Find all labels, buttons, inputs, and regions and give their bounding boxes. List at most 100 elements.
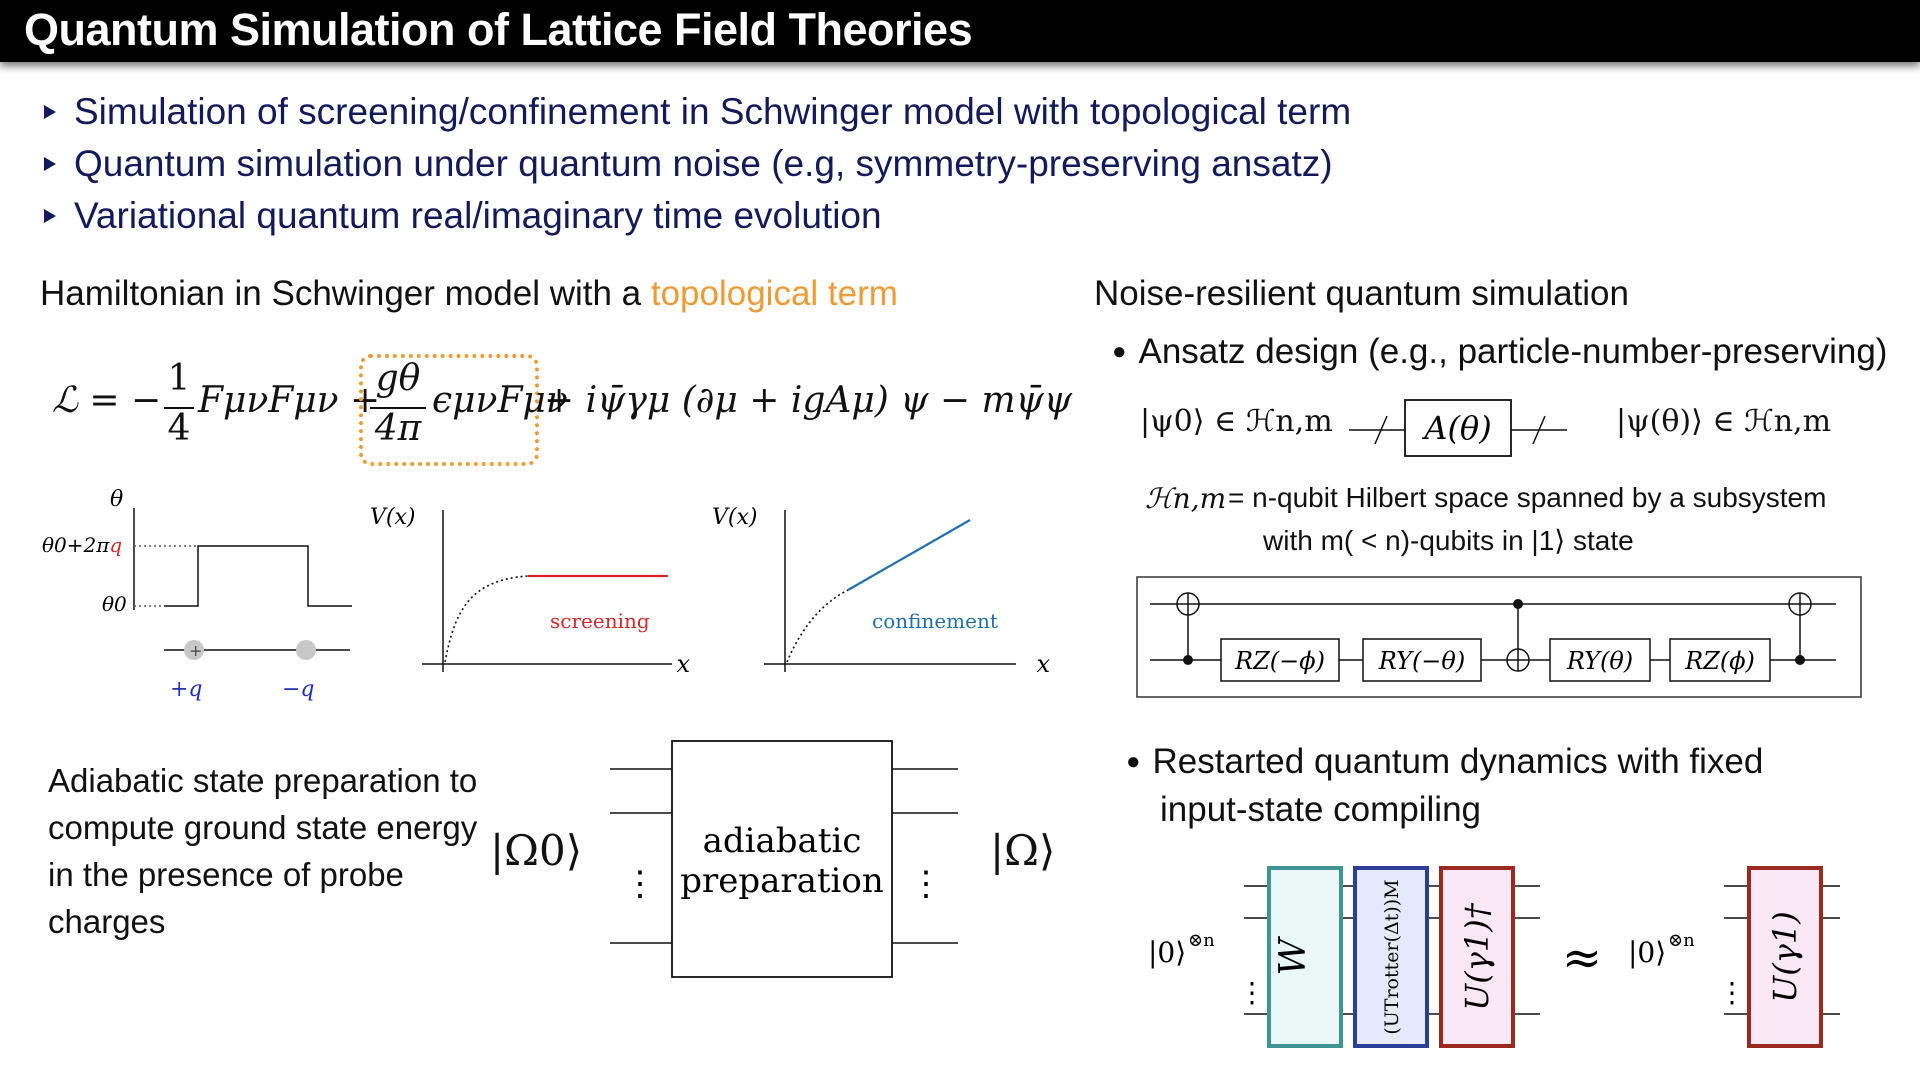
zero-state-ket: |0⟩ (1628, 936, 1666, 969)
title-bar: Quantum Simulation of Lattice Field Theo… (0, 0, 1920, 62)
screening-x-label: x (676, 650, 690, 678)
screening-label: screening (550, 609, 650, 633)
theta-tick-low: θ0 (102, 592, 127, 616)
left-heading: Hamiltonian in Schwinger model with a to… (40, 274, 898, 314)
plus-charge-icon (184, 640, 204, 660)
ansatz-gate-box (1404, 399, 1512, 457)
bullet-text: Variational quantum real/imaginary time … (74, 195, 882, 236)
theta-step-plot: θ θ0+2πq θ0 + +q −q (42, 487, 352, 702)
bullet-text: Simulation of screening/confinement in S… (74, 91, 1352, 132)
gate-u-dagger-box (1439, 866, 1515, 1048)
zero-state-ket: |0⟩ (1148, 936, 1186, 969)
left-heading-prefix: Hamiltonian in Schwinger model with a (40, 274, 651, 313)
confinement-linear-line (847, 519, 971, 591)
tensor-power: ⊗n (1188, 930, 1215, 951)
screening-y-label: V(x) (370, 505, 415, 530)
top-bullet-list: Simulation of screening/confinement in S… (44, 86, 1351, 242)
triangle-bullet-icon (44, 157, 56, 172)
gate-trotter-box (1353, 866, 1429, 1048)
gate-trotter-label: (UTrotter(Δt))M (1381, 879, 1403, 1034)
tensor-power: ⊗n (1668, 930, 1695, 951)
vertical-dots-icon: ⋮ (623, 864, 657, 904)
lagrangian-term2: ϵμνFμν (432, 380, 568, 421)
adiabatic-circuit: adiabatic preparation ⋮ ⋮ (610, 740, 958, 978)
gate-rz-minus-phi: RZ(−ϕ) (1234, 647, 1325, 675)
right-bullet-2-line1: Restarted quantum dynamics with fixed (1152, 742, 1764, 781)
confinement-label: confinement (872, 609, 998, 633)
triangle-bullet-icon (44, 209, 56, 224)
gate-u-box (1747, 866, 1823, 1048)
lagrangian-lhs: ℒ = − (52, 380, 162, 421)
confinement-y-label: V(x) (712, 505, 757, 530)
minus-q-label: −q (282, 677, 315, 702)
right-heading: Noise-resilient quantum simulation (1094, 274, 1629, 313)
vertical-dots-icon: ⋮ (1238, 976, 1266, 1009)
ansatz-output: |ψ(θ)⟩ ∈ ℋn,m (1616, 404, 1832, 439)
approx-symbol: ≈ (1562, 930, 1602, 986)
frac1-bar (164, 407, 194, 409)
lagrangian-equation: ℒ = − 1 4 FμνFμν + gθ 4π ϵμνFμν + iψ̄γμ … (52, 350, 1072, 470)
gate-box (1362, 638, 1482, 682)
frac1-numerator: 1 (167, 358, 191, 399)
bus-slash-icon (1374, 415, 1388, 445)
minus-charge-icon (296, 640, 316, 660)
output-state-omega: |Ω⟩ (990, 826, 1056, 875)
vertical-dots-icon: ⋮ (909, 864, 943, 904)
gate-box (1220, 638, 1340, 682)
gate-w-box (1267, 866, 1343, 1048)
plus-charge-sign: + (189, 641, 202, 660)
adiabatic-box-line1: adiabatic (703, 821, 862, 861)
bullet-item: Variational quantum real/imaginary time … (44, 190, 1351, 242)
theta-tick-high: θ0+2πq (42, 533, 122, 557)
bus-slash-icon (1532, 415, 1546, 445)
right-bullet-2-cont: input-state compiling (1160, 790, 1481, 829)
screening-dotted-curve (444, 575, 529, 663)
gate-rz-phi: RZ(ϕ) (1684, 647, 1755, 675)
right-bullet-1-text: Ansatz design (e.g., particle-number-pre… (1138, 332, 1888, 371)
confinement-plot: V(x) confinement x (712, 505, 1050, 678)
gate-ry-minus-theta: RY(−θ) (1378, 647, 1465, 675)
particle-preserving-circuit: RZ(−ϕ) RY(−θ) RY(θ) RZ(ϕ) (1136, 576, 1862, 698)
restarted-dynamics-circuit: |0⟩ ⊗n ⋮ W (UTrotter(Δt))M U(γ1)† ≈ |0⟩ … (1148, 866, 1840, 1048)
dot-bullet-icon: ● (1112, 338, 1127, 365)
frac1-denominator: 4 (167, 408, 191, 449)
plus-q-label: +q (170, 677, 203, 702)
cnot-control-dot-icon (1795, 655, 1805, 665)
confinement-dotted-curve (786, 589, 849, 663)
frac2-denominator: 4π (374, 408, 422, 449)
gate-box (1669, 638, 1771, 682)
triangle-bullet-icon (44, 105, 56, 120)
frac2-bar (370, 407, 426, 409)
gate-box (1549, 638, 1651, 682)
slide-title: Quantum Simulation of Lattice Field Theo… (24, 4, 973, 55)
gate-w-label: W (1273, 936, 1314, 976)
left-heading-highlight: topological term (650, 274, 898, 313)
vertical-dots-icon: ⋮ (1718, 976, 1746, 1009)
screening-plot: V(x) screening x (370, 505, 690, 678)
theta-step-line (164, 545, 352, 607)
theta-axis-label: θ (110, 487, 123, 512)
gate-u-dagger-label: U(γ1)† (1458, 902, 1496, 1010)
input-state-omega0: |Ω0⟩ (490, 826, 583, 875)
dot-bullet-icon: ● (1126, 748, 1141, 775)
bullet-item: Quantum simulation under quantum noise (… (44, 138, 1351, 190)
lagrangian-rest: + iψ̄γμ (∂μ + igAμ) ψ − mψ̄ψ (544, 380, 1073, 421)
cnot-control-dot-icon (1183, 655, 1193, 665)
hilbert-definition-line1: = n-qubit Hilbert space spanned by a sub… (1228, 482, 1827, 513)
bullet-item: Simulation of screening/confinement in S… (44, 86, 1351, 138)
hilbert-definition-line2: with m( < n)-qubits in |1⟩ state (1263, 525, 1634, 556)
adiabatic-box-line2: preparation (680, 861, 884, 901)
ansatz-gate-label: A(θ) (1421, 409, 1491, 447)
adiabatic-box (671, 740, 893, 978)
gate-ry-theta: RY(θ) (1566, 647, 1633, 675)
ansatz-input: |ψ0⟩ ∈ ℋn,m (1140, 404, 1333, 439)
right-bullet-1: ● Ansatz design (e.g., particle-number-pr… (1112, 332, 1887, 372)
frac2-numerator: gθ (375, 358, 421, 399)
hilbert-symbol: ℋn,m (1145, 482, 1227, 515)
lagrangian-term1: FμνFμν + (198, 380, 381, 421)
bullet-text: Quantum simulation under quantum noise (… (74, 143, 1333, 184)
topological-term-box (359, 354, 539, 466)
confinement-x-label: x (1036, 650, 1050, 678)
right-bullet-2: ● Restarted quantum dynamics with fixed (1126, 742, 1763, 782)
adiabatic-description: Adiabatic state preparation to compute g… (48, 762, 478, 940)
